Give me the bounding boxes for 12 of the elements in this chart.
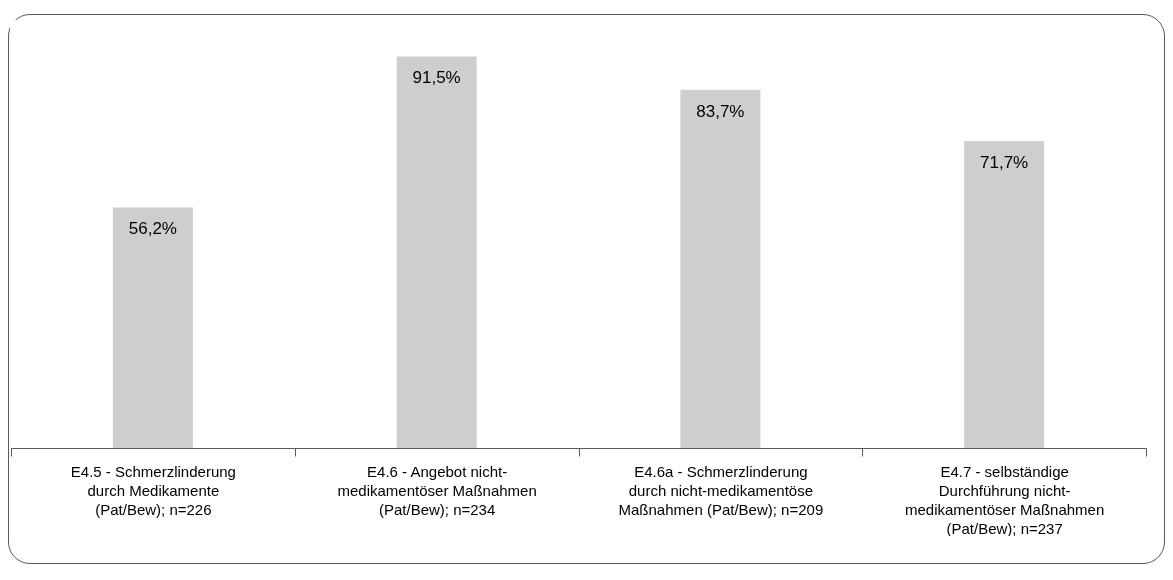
data-label: 91,5% — [412, 68, 461, 88]
bar — [964, 141, 1045, 448]
data-label: 56,2% — [128, 219, 177, 239]
bar — [680, 89, 761, 448]
bar — [396, 56, 477, 448]
x-tick-label: E4.7 - selbständige Durchführung nicht-medikamentöser Maßnahmen (Pat/Bew); n=237 — [904, 462, 1105, 537]
bar — [112, 207, 193, 448]
x-tick-label: E4.6 - Angebot nicht-medikamentöser Maßnahmen (Pat/Bew); n=234 — [337, 462, 537, 518]
x-tick-label: E4.6a - Schmerzlinderung durch nicht-medikamentöse Maßnahmen (Pat/Bew); n=209 — [618, 462, 824, 518]
x-tick-label: E4.5 - Schmerzlinderung durch Medikamente (Pat/Bew); n=226 — [70, 462, 236, 518]
data-label: 83,7% — [696, 101, 745, 121]
data-label: 71,7% — [980, 153, 1029, 173]
